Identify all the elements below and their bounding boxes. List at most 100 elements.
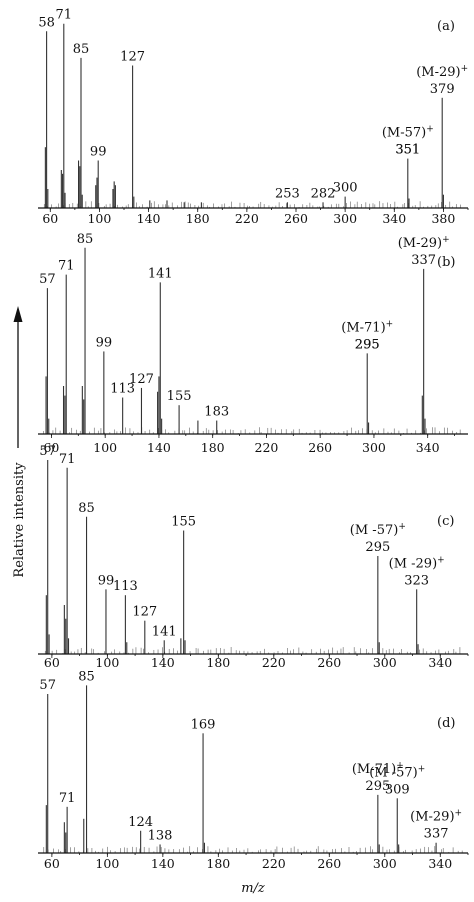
peak-label-85: 85 bbox=[78, 501, 95, 516]
ion-value-label: 295 bbox=[365, 540, 390, 555]
x-tick-label: 100 bbox=[95, 856, 119, 871]
x-tick-label: 60 bbox=[42, 211, 58, 226]
x-tick-label: 340 bbox=[382, 211, 406, 226]
peak-label-253: 253 bbox=[275, 186, 300, 201]
x-tick-label: 180 bbox=[206, 655, 230, 670]
peak-label-300: 300 bbox=[333, 181, 358, 196]
baseline-noise bbox=[43, 201, 462, 208]
x-tick-label: 260 bbox=[308, 440, 332, 455]
peak-label-127: 127 bbox=[132, 605, 157, 620]
ion-value-label: 337 bbox=[424, 827, 449, 842]
ion-value-label: 295 bbox=[355, 337, 380, 352]
x-tick-label: 220 bbox=[255, 440, 279, 455]
peak-label-58: 58 bbox=[38, 15, 55, 30]
peak-label-71: 71 bbox=[59, 791, 76, 806]
peak-label-71: 71 bbox=[58, 259, 75, 274]
panel-label: (a) bbox=[437, 19, 455, 34]
peak-label-155: 155 bbox=[171, 515, 196, 530]
peak-label-113: 113 bbox=[110, 382, 135, 397]
x-tick-label: 100 bbox=[93, 440, 117, 455]
peak-label-155: 155 bbox=[167, 389, 192, 404]
ion-label: (M -29)+ bbox=[389, 555, 445, 571]
peak-label-57: 57 bbox=[39, 444, 56, 459]
x-tick-label: 260 bbox=[317, 856, 341, 871]
baseline-noise bbox=[43, 427, 461, 434]
peak-label-183: 183 bbox=[204, 405, 229, 420]
panel-label: (b) bbox=[437, 255, 455, 270]
x-tick-label: 340 bbox=[428, 856, 452, 871]
ion-value-label: 351 bbox=[395, 143, 420, 158]
ion-label: (M -57)+ bbox=[369, 764, 425, 780]
panel-label: (c) bbox=[437, 514, 454, 529]
peak-label-71: 71 bbox=[59, 452, 76, 467]
ion-label: (M-71)+ bbox=[352, 761, 404, 777]
x-tick-label: 300 bbox=[373, 655, 397, 670]
peak-label-351: 351 bbox=[395, 143, 420, 158]
x-tick-label: 140 bbox=[151, 655, 175, 670]
peak-label-99: 99 bbox=[90, 145, 107, 160]
ion-label: (M -57)+ bbox=[350, 522, 406, 538]
peak-label-127: 127 bbox=[120, 50, 145, 65]
x-tick-label: 300 bbox=[373, 856, 397, 871]
x-tick-label: 140 bbox=[137, 211, 161, 226]
peak-label-295: 295 bbox=[355, 337, 380, 352]
x-axis-label: m/z bbox=[241, 881, 265, 896]
x-tick-label: 260 bbox=[317, 655, 341, 670]
peak-label-85: 85 bbox=[73, 42, 90, 57]
ion-label: (M-29)+ bbox=[398, 235, 450, 251]
ion-label: (M-57)+ bbox=[382, 125, 434, 141]
x-tick-label: 380 bbox=[431, 211, 455, 226]
peak-label-127: 127 bbox=[129, 372, 154, 387]
ion-value-label: 295 bbox=[365, 779, 390, 794]
peak-label-141: 141 bbox=[148, 266, 173, 281]
ion-value-label: 323 bbox=[404, 573, 429, 588]
x-tick-label: 340 bbox=[428, 655, 452, 670]
peak-label-282: 282 bbox=[311, 186, 336, 201]
peak-label-85: 85 bbox=[77, 232, 94, 247]
x-tick-label: 60 bbox=[44, 655, 60, 670]
ion-label: (M-29)+ bbox=[410, 809, 462, 825]
up-arrow-icon bbox=[13, 306, 23, 322]
spectrum-panel-d: 60 100 140 180 220 260 300 340 (d) 57 85 169 71 12413… bbox=[38, 669, 469, 871]
peak-label-99: 99 bbox=[98, 573, 115, 588]
peak-label-141: 141 bbox=[152, 624, 177, 639]
ion-value-label: 379 bbox=[430, 82, 455, 97]
peak-label-57: 57 bbox=[39, 678, 56, 693]
x-tick-label: 60 bbox=[44, 856, 60, 871]
x-tick-label: 300 bbox=[362, 440, 386, 455]
ion-value-label: 337 bbox=[411, 253, 436, 268]
x-tick-label: 140 bbox=[151, 856, 175, 871]
ion-label: (M-71)+ bbox=[341, 319, 393, 335]
x-tick-label: 180 bbox=[206, 856, 230, 871]
y-axis-label: Relative intensity bbox=[12, 462, 27, 578]
panel-label: (d) bbox=[437, 716, 455, 731]
peak-label-57: 57 bbox=[39, 272, 56, 287]
x-tick-label: 220 bbox=[262, 655, 286, 670]
peak-label-85: 85 bbox=[78, 669, 95, 684]
peak-label-124: 124 bbox=[128, 815, 153, 830]
peak-label-113: 113 bbox=[113, 579, 138, 594]
x-tick-label: 340 bbox=[416, 440, 440, 455]
x-tick-label: 180 bbox=[201, 440, 225, 455]
peak-label-99: 99 bbox=[96, 335, 113, 350]
x-tick-label: 140 bbox=[147, 440, 171, 455]
baseline-noise bbox=[44, 647, 461, 654]
x-tick-label: 220 bbox=[235, 211, 259, 226]
peak-label-169: 169 bbox=[191, 717, 216, 732]
x-tick-label: 60 bbox=[43, 440, 59, 455]
x-tick-label: 260 bbox=[284, 211, 308, 226]
peak-label-138: 138 bbox=[148, 828, 173, 843]
x-tick-label: 220 bbox=[262, 856, 286, 871]
ion-label: (M-29)+ bbox=[416, 64, 468, 80]
x-tick-label: 100 bbox=[87, 211, 111, 226]
x-tick-label: 300 bbox=[333, 211, 357, 226]
y-axis-indicator: Relative intensity bbox=[12, 306, 27, 578]
ion-value-label: 309 bbox=[385, 782, 410, 797]
peak-label-71: 71 bbox=[56, 8, 73, 23]
x-tick-label: 100 bbox=[95, 655, 119, 670]
baseline-noise bbox=[43, 846, 463, 853]
